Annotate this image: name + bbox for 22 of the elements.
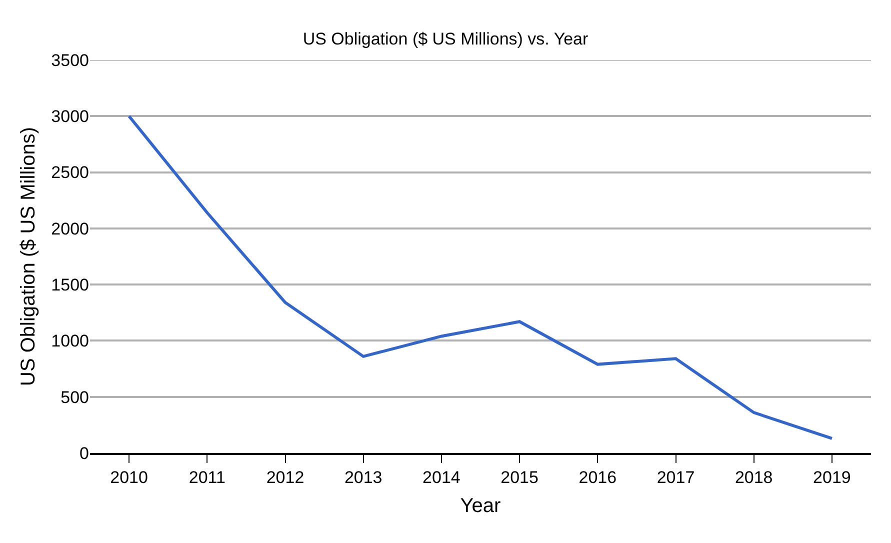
chart-title: US Obligation ($ US Millions) vs. Year (302, 29, 589, 48)
x-tick-label: 2016 (578, 468, 617, 488)
x-tick-label: 2014 (422, 468, 460, 488)
y-tick-label: 3000 (51, 107, 89, 126)
y-axis-title: US Obligation ($ US Millions) (18, 127, 40, 386)
x-axis-title: Year (460, 495, 502, 518)
y-tick-label: 1000 (51, 332, 89, 351)
x-tick-label: 2015 (500, 468, 538, 488)
x-tick-label: 2010 (110, 468, 148, 488)
x-tick-label: 2011 (188, 468, 226, 488)
y-tick-label: 2500 (51, 163, 89, 182)
y-tick-label: 500 (60, 388, 89, 407)
x-tick-label: 2013 (344, 468, 382, 488)
x-tick-label: 2019 (813, 468, 851, 488)
x-tick-label: 2017 (656, 468, 695, 488)
y-tick-label: 3500 (51, 50, 89, 70)
y-tick-label: 2000 (51, 219, 89, 238)
y-tick-label: 0 (80, 444, 89, 463)
line-series (128, 114, 834, 440)
x-tick-label: 2018 (734, 468, 773, 488)
y-tick-label: 1500 (51, 276, 89, 295)
x-tick-label: 2012 (266, 468, 304, 488)
